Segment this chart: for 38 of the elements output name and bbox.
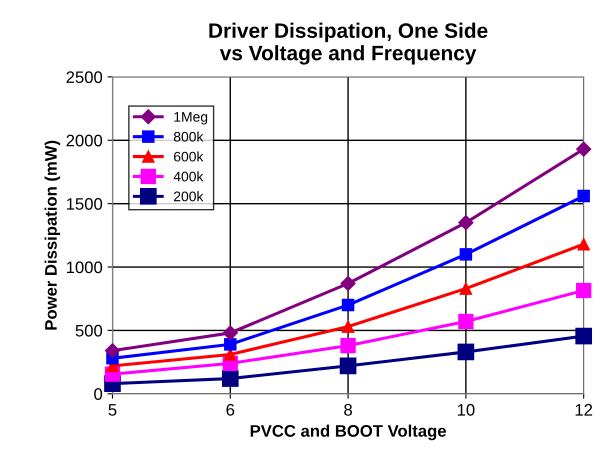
- x-tick-label: 8: [344, 404, 352, 416]
- point: [340, 358, 356, 374]
- y-tick-label: 2000: [66, 134, 102, 146]
- y-tick-label: 1500: [66, 198, 102, 210]
- point: [575, 328, 592, 344]
- legend-label: 600k: [174, 151, 204, 162]
- legend-label: 1Meg: [174, 112, 208, 125]
- point: [460, 282, 472, 295]
- y-tick-label: 0: [94, 388, 102, 400]
- point: [104, 343, 120, 358]
- legend-label: 800k: [174, 131, 204, 142]
- x-tick-label: 10: [458, 404, 474, 416]
- point: [340, 276, 356, 292]
- legend-label: 400k: [174, 171, 204, 182]
- x-tick-label: 12: [576, 404, 592, 416]
- point: [342, 298, 354, 312]
- y-tick-label: 1000: [66, 261, 102, 274]
- x-axis-title: PVCC and BOOT Voltage: [250, 424, 446, 440]
- point: [577, 238, 590, 250]
- point: [576, 282, 592, 298]
- point: [340, 338, 356, 354]
- point: [458, 314, 474, 330]
- point: [460, 248, 472, 261]
- point: [458, 215, 474, 230]
- point: [222, 370, 239, 387]
- chart-title: Driver Dissipation, One Side vs Voltage and Frequency: [209, 22, 488, 65]
- point: [224, 338, 237, 351]
- legend-label: 200k: [174, 191, 204, 202]
- y-tick-label: 2500: [66, 71, 102, 84]
- y-axis-title: Power Dissipation (mW): [44, 140, 60, 330]
- x-tick-label: 6: [226, 404, 234, 416]
- point: [342, 320, 354, 333]
- x-tick-label: 5: [108, 404, 116, 416]
- point: [577, 190, 590, 202]
- y-tick-label: 500: [76, 324, 102, 337]
- point: [222, 325, 238, 340]
- point: [576, 142, 592, 157]
- point: [458, 344, 474, 360]
